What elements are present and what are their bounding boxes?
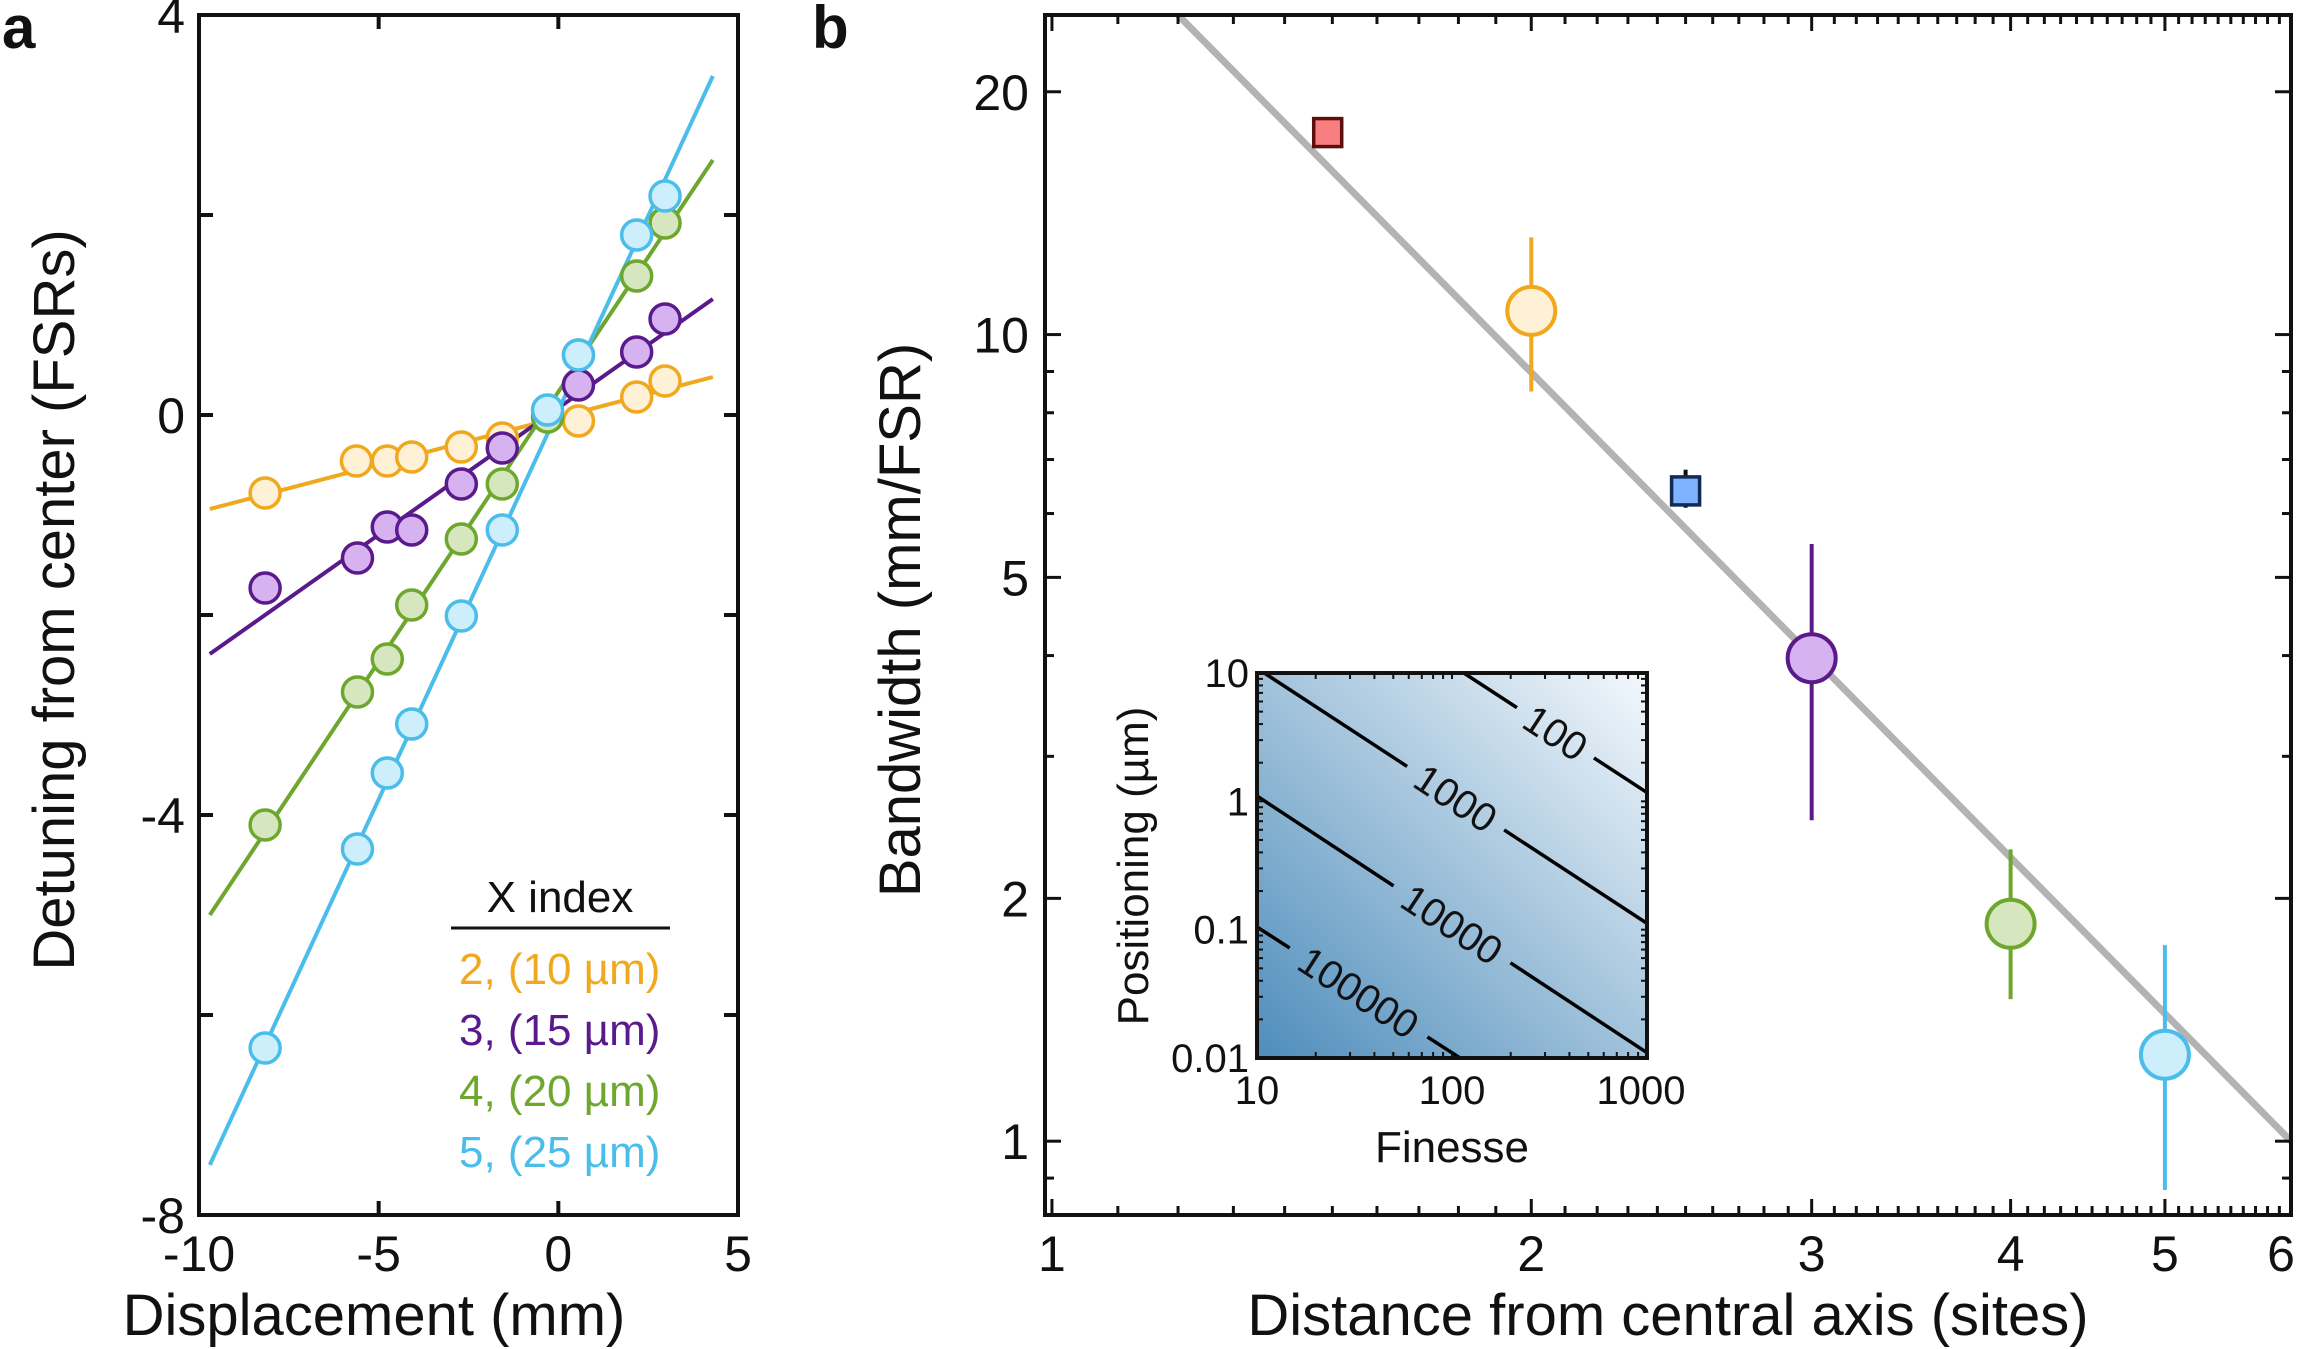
- panel-label-b: b: [812, 0, 849, 61]
- legend: X index 2, (10 µm) 3, (15 µm) 4, (20 µm) 5, …: [451, 873, 670, 1177]
- data-point-circle: [2138, 1028, 2191, 1081]
- x-tick-label: 0: [544, 1226, 572, 1282]
- data-point-series-2: [370, 642, 405, 676]
- inset-y-tick-label: 10: [1205, 652, 1250, 696]
- data-point-circle: [1984, 897, 2037, 950]
- y-tick-label: 4: [157, 0, 185, 44]
- data-point-series-3: [561, 338, 596, 372]
- data-point-series-0: [561, 404, 596, 438]
- data-point-series-1: [485, 431, 520, 465]
- data-point-circle: [1505, 284, 1558, 337]
- panel-b-x-axis-label: Distance from central axis (sites): [1247, 1283, 2088, 1348]
- inset-y-tick-label: 0.01: [1171, 1037, 1249, 1081]
- data-point-square: [1669, 475, 1702, 507]
- y-tick-label: 2: [1001, 871, 1029, 927]
- data-point-series-1: [561, 368, 596, 402]
- fit-line: [1175, 15, 2291, 1144]
- panel-b-axes-frame: [1043, 13, 2293, 1217]
- data-point-series-1: [444, 467, 479, 501]
- panel-a-data-area: [207, 75, 715, 1166]
- panel-a-x-axis-label: Displacement (mm): [123, 1283, 626, 1348]
- data-point-series-1: [340, 541, 375, 575]
- data-point-series-0: [394, 440, 429, 474]
- x-tick-label: 6: [2267, 1226, 2295, 1282]
- panel-a-plot: -10 -5 0 5 -8 -4 0 4 X index 2, (10 µm) 3, (15 µm)…: [141, 0, 752, 1282]
- contour-line: [1509, 961, 1647, 1055]
- legend-entry: 5, (25 µm): [459, 1128, 660, 1177]
- legend-entry: 2, (10 µm): [459, 945, 660, 994]
- inset-x-axis-label: Finesse: [1375, 1123, 1529, 1172]
- data-point-series-3: [530, 393, 565, 427]
- data-point-series-3: [370, 756, 405, 790]
- inset-heatmap: [1257, 673, 1647, 1058]
- data-point-series-1: [248, 571, 282, 605]
- y-tick-label: 1: [1001, 1114, 1029, 1170]
- data-point-series-2: [444, 522, 479, 556]
- inset-y-tick-label: 0.1: [1193, 909, 1249, 953]
- contour-line: [1257, 794, 1395, 888]
- data-point-series-1: [394, 513, 429, 547]
- data-point-series-3: [485, 513, 520, 547]
- data-point-series-3: [619, 218, 654, 252]
- data-point-series-3: [444, 599, 479, 633]
- panel-a-y-axis-label: Detuning from center (FSRs): [22, 229, 87, 970]
- data-point-series-3: [394, 707, 429, 741]
- contour-line: [1592, 756, 1647, 795]
- panel-label-a: a: [2, 0, 36, 61]
- data-point-series-0: [444, 430, 479, 464]
- inset-y-tick-label: 1: [1227, 780, 1249, 824]
- data-point-series-0: [339, 444, 374, 478]
- x-tick-label: 1: [1038, 1226, 1066, 1282]
- x-tick-label: 5: [2151, 1226, 2179, 1282]
- inset-x-tick-label: 1000: [1597, 1069, 1686, 1113]
- contour-line: [1263, 673, 1409, 768]
- x-tick-label: -10: [163, 1226, 235, 1282]
- y-tick-label: 10: [973, 308, 1029, 364]
- legend-title: X index: [487, 873, 634, 922]
- y-tick-label: -8: [141, 1188, 185, 1244]
- y-tick-label: 20: [973, 65, 1029, 121]
- y-tick-label: 0: [157, 388, 185, 444]
- data-point-series-2: [485, 467, 520, 501]
- legend-entry: 3, (15 µm): [459, 1006, 660, 1055]
- x-tick-label: 5: [724, 1226, 752, 1282]
- data-point-series-0: [619, 380, 654, 414]
- x-tick-label: 4: [1997, 1226, 2025, 1282]
- contour-line: [1462, 673, 1518, 710]
- data-point-series-1: [648, 302, 682, 336]
- data-point-circle: [1785, 632, 1838, 685]
- data-point-series-0: [248, 476, 282, 510]
- contour-line: [1426, 1035, 1462, 1058]
- data-point-series-1: [619, 335, 654, 369]
- legend-entry: 4, (20 µm): [459, 1067, 660, 1116]
- panel-b-y-axis-label: Bandwidth (mm/FSR): [868, 343, 933, 897]
- data-point-series-2: [248, 808, 282, 842]
- y-tick-label: 5: [1001, 550, 1029, 606]
- data-point-series-2: [619, 259, 654, 293]
- data-point-series-2: [340, 675, 375, 709]
- inset-x-tick-label: 10: [1235, 1069, 1280, 1113]
- inset-y-axis-label: Positioning (µm): [1109, 707, 1158, 1026]
- data-point-series-3: [648, 179, 682, 213]
- x-tick-label: -5: [356, 1226, 400, 1282]
- data-point-series-3: [248, 1031, 282, 1065]
- contour-line: [1503, 828, 1647, 925]
- inset-x-tick-label: 100: [1419, 1069, 1486, 1113]
- panel-b-data-area: [1175, 15, 2291, 1190]
- x-tick-label: 2: [1517, 1226, 1545, 1282]
- data-point-series-2: [394, 588, 429, 622]
- x-tick-label: 3: [1798, 1226, 1826, 1282]
- data-point-square: [1311, 116, 1344, 149]
- y-tick-label: -4: [141, 788, 185, 844]
- data-point-series-3: [340, 832, 375, 866]
- data-point-series-0: [648, 364, 682, 398]
